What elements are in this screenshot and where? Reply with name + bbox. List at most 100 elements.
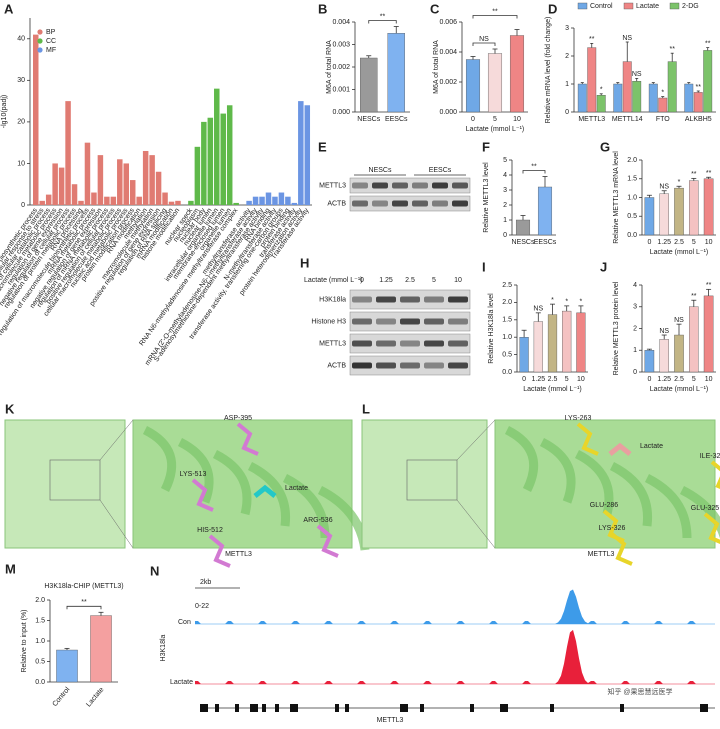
y-tick-label: 2.0 [35, 597, 45, 604]
significance: NS [659, 328, 669, 335]
bracket-label: ** [531, 163, 537, 170]
x-tick-label: 10 [577, 376, 585, 383]
legend-swatch [577, 2, 588, 10]
blot-row-label: METTL3 [319, 182, 346, 189]
track-signal [195, 589, 715, 624]
bracket [368, 20, 397, 24]
ribbon [609, 461, 653, 527]
y-axis-label: Relative METTL3 mRNA level [613, 151, 620, 244]
y-tick-label: 0.5 [35, 658, 45, 665]
y-tick-label: 1 [633, 347, 637, 354]
blot-band [352, 182, 368, 189]
y-tick-label: 0.0 [627, 232, 637, 239]
bar [78, 200, 84, 205]
residue-stick [576, 422, 599, 456]
bar [515, 219, 531, 236]
blot-band [352, 200, 368, 207]
ligand [253, 484, 277, 498]
bar [689, 180, 699, 236]
ribbon [644, 473, 692, 539]
track-label: Con [178, 619, 191, 626]
bar [56, 649, 78, 683]
legend-swatch [37, 47, 43, 53]
y-tick-label: 1 [565, 81, 569, 88]
bar [487, 53, 503, 113]
x-tick-label: FTO [656, 116, 670, 123]
residue-label: HIS-512 [197, 527, 223, 534]
exon [400, 704, 408, 712]
y-tick-label: 2.0 [502, 299, 512, 306]
x-tick-label: EESCs [534, 239, 557, 246]
x-tick-label: 1.25 [657, 239, 671, 246]
y-tick-label: 40 [17, 36, 25, 43]
x-tick-label: 0 [647, 239, 651, 246]
blot-band [372, 182, 388, 189]
y-tick-label: 2.5 [502, 282, 512, 289]
blot-column-label: 5 [432, 277, 436, 284]
bar [162, 192, 168, 205]
bar [168, 201, 175, 205]
y-axis-label: Relative mRNA level (fold change) [545, 17, 552, 124]
bar [587, 47, 597, 113]
track-range: 0-22 [195, 603, 209, 610]
bar [259, 196, 265, 205]
protein-label: METTL3 [225, 551, 252, 558]
y-tick-label: 1.0 [35, 638, 45, 645]
blot-band [376, 318, 396, 325]
bar [547, 314, 558, 373]
bar [537, 186, 553, 236]
significance: * [678, 179, 681, 186]
inset-box [49, 459, 101, 501]
bar [658, 97, 668, 113]
bar [644, 197, 655, 236]
track-axis-label: H3K18la [160, 634, 167, 661]
scale-label: 2kb [200, 579, 211, 586]
y-tick-label: 0.000 [332, 109, 350, 116]
bar [533, 321, 543, 373]
y-tick-label: 0 [503, 232, 507, 239]
blot-column-label: 1.25 [379, 277, 393, 284]
y-tick-label: 0.004 [439, 49, 457, 56]
x-tick-label: 0 [471, 116, 475, 123]
ribbon [679, 485, 720, 539]
y-tick-label: 3 [565, 25, 569, 32]
residue-label: LYS-513 [180, 471, 207, 478]
blot-band [400, 296, 420, 303]
y-tick-label: 0.000 [439, 109, 457, 116]
y-tick-label: 0 [565, 109, 569, 116]
bar [644, 350, 655, 373]
blot-band [352, 340, 372, 347]
significance: ** [691, 171, 697, 178]
zoom-lines [99, 419, 134, 549]
ligand-label: Lactate [285, 485, 308, 492]
residue-stick [703, 512, 720, 545]
y-tick-label: 0.5 [627, 213, 637, 220]
bracket-label: NS [479, 36, 489, 43]
bar [207, 117, 214, 205]
protein-label: METTL3 [588, 551, 615, 558]
y-axis-label: -lg10(padj) [1, 95, 8, 128]
x-tick-label: 1.25 [531, 376, 545, 383]
bar [84, 142, 91, 205]
blot-row-label: METTL3 [319, 340, 346, 347]
blot-band [352, 318, 372, 325]
blot-band [400, 340, 420, 347]
y-tick-label: 30 [17, 77, 25, 84]
panel-letter: H [300, 255, 309, 270]
bar [104, 196, 110, 205]
exon [215, 704, 219, 712]
blot-band [448, 340, 468, 347]
blot-column-label: 0 [360, 277, 364, 284]
panel-letter: A [4, 1, 14, 16]
residue-stick [208, 534, 231, 568]
blot-header: Lactate (mmol L⁻¹) [304, 277, 363, 284]
blot-band [424, 362, 444, 369]
bar [285, 196, 291, 205]
track-label: Lactate [170, 679, 193, 686]
panel-letter: E [318, 139, 327, 154]
panel-letter: I [482, 259, 486, 274]
exon [470, 704, 474, 712]
bar [265, 192, 272, 205]
bar [465, 59, 481, 113]
panel-letter: B [318, 1, 327, 16]
